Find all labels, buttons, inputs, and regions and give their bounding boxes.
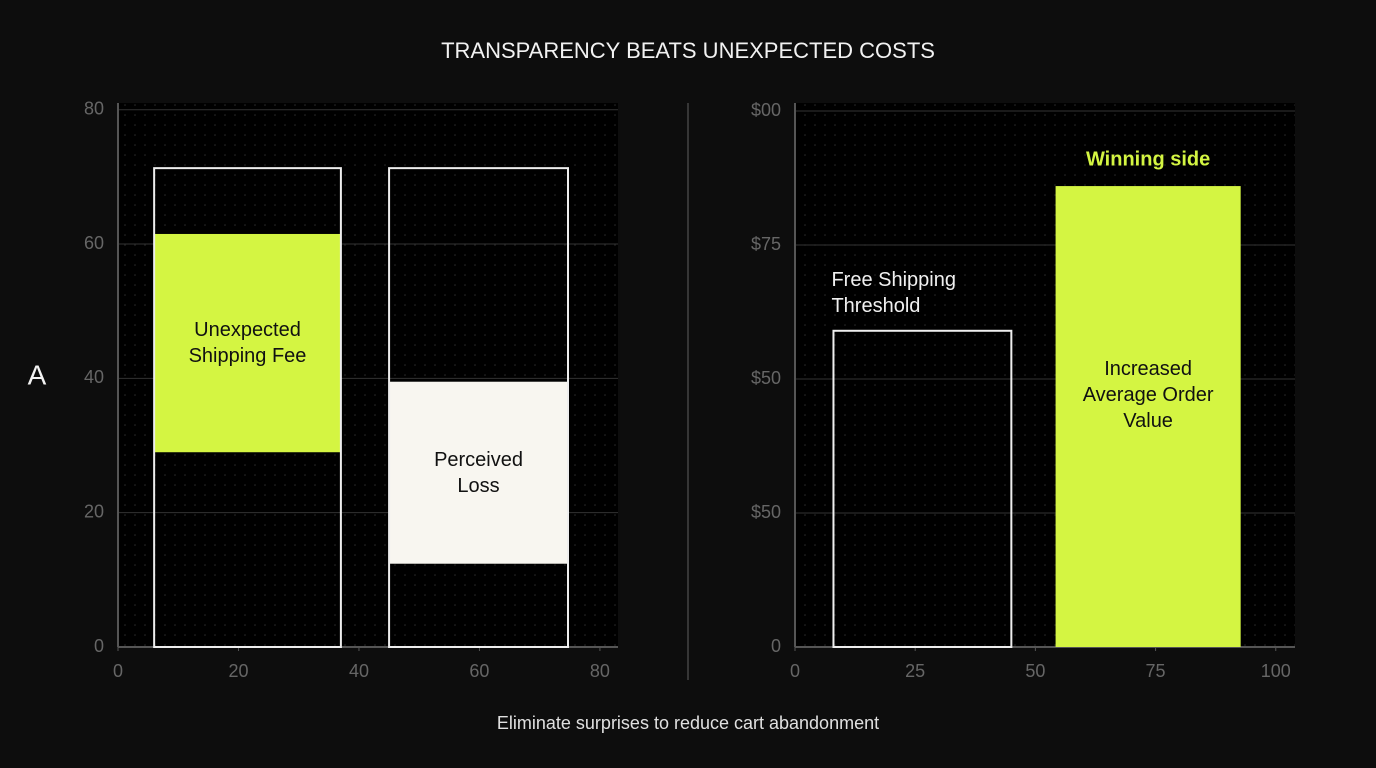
y-tick-label: 0 — [94, 636, 104, 656]
bar-label: Perceived Loss — [434, 448, 523, 497]
chart-title: TRANSPARENCY BEATS UNEXPECTED COSTS — [441, 38, 935, 63]
bar-outline — [832, 329, 1013, 648]
x-tick-label: 60 — [469, 661, 489, 681]
x-tick-label: 80 — [590, 661, 610, 681]
bar-label-box: Free Shipping Threshold — [831, 268, 956, 317]
y-tick-label: $50 — [751, 502, 781, 522]
bar-label-box: Unexpected Shipping Fee — [188, 319, 307, 368]
bar — [389, 381, 568, 564]
y-tick-label: 80 — [84, 98, 104, 118]
bar-label-box: Perceived Loss — [434, 448, 523, 497]
y-tick-label: 0 — [771, 636, 781, 656]
y-tick-label: 60 — [84, 233, 104, 253]
bar-outline — [153, 167, 342, 648]
x-tick-label: 100 — [1261, 661, 1291, 681]
y-axis-label: A — [28, 359, 47, 390]
bar-label: Increased Average Order Value — [1082, 358, 1214, 433]
subtitle: Eliminate surprises to reduce cart aband… — [497, 713, 879, 733]
y-tick-label: 40 — [84, 367, 104, 387]
x-tick-label: 40 — [349, 661, 369, 681]
y-tick-label: 20 — [84, 501, 104, 521]
y-tick-label: $75 — [751, 234, 781, 254]
x-tick-label: 0 — [790, 661, 800, 681]
y-tick-label: $50 — [751, 368, 781, 388]
bar-label: Free Shipping Threshold — [831, 268, 956, 317]
bar — [154, 233, 341, 453]
bar-outline — [388, 167, 570, 648]
bar-label: Unexpected Shipping Fee — [188, 319, 307, 368]
annotation: Winning side — [1086, 148, 1210, 170]
x-tick-label: 50 — [1025, 661, 1045, 681]
y-tick-label: $00 — [751, 100, 781, 120]
x-tick-label: 20 — [228, 661, 248, 681]
x-tick-label: 0 — [113, 661, 123, 681]
bar — [1055, 186, 1241, 647]
bar-label-box: Increased Average Order Value — [1082, 358, 1214, 433]
x-tick-label: 25 — [905, 661, 925, 681]
x-tick-label: 75 — [1146, 661, 1166, 681]
